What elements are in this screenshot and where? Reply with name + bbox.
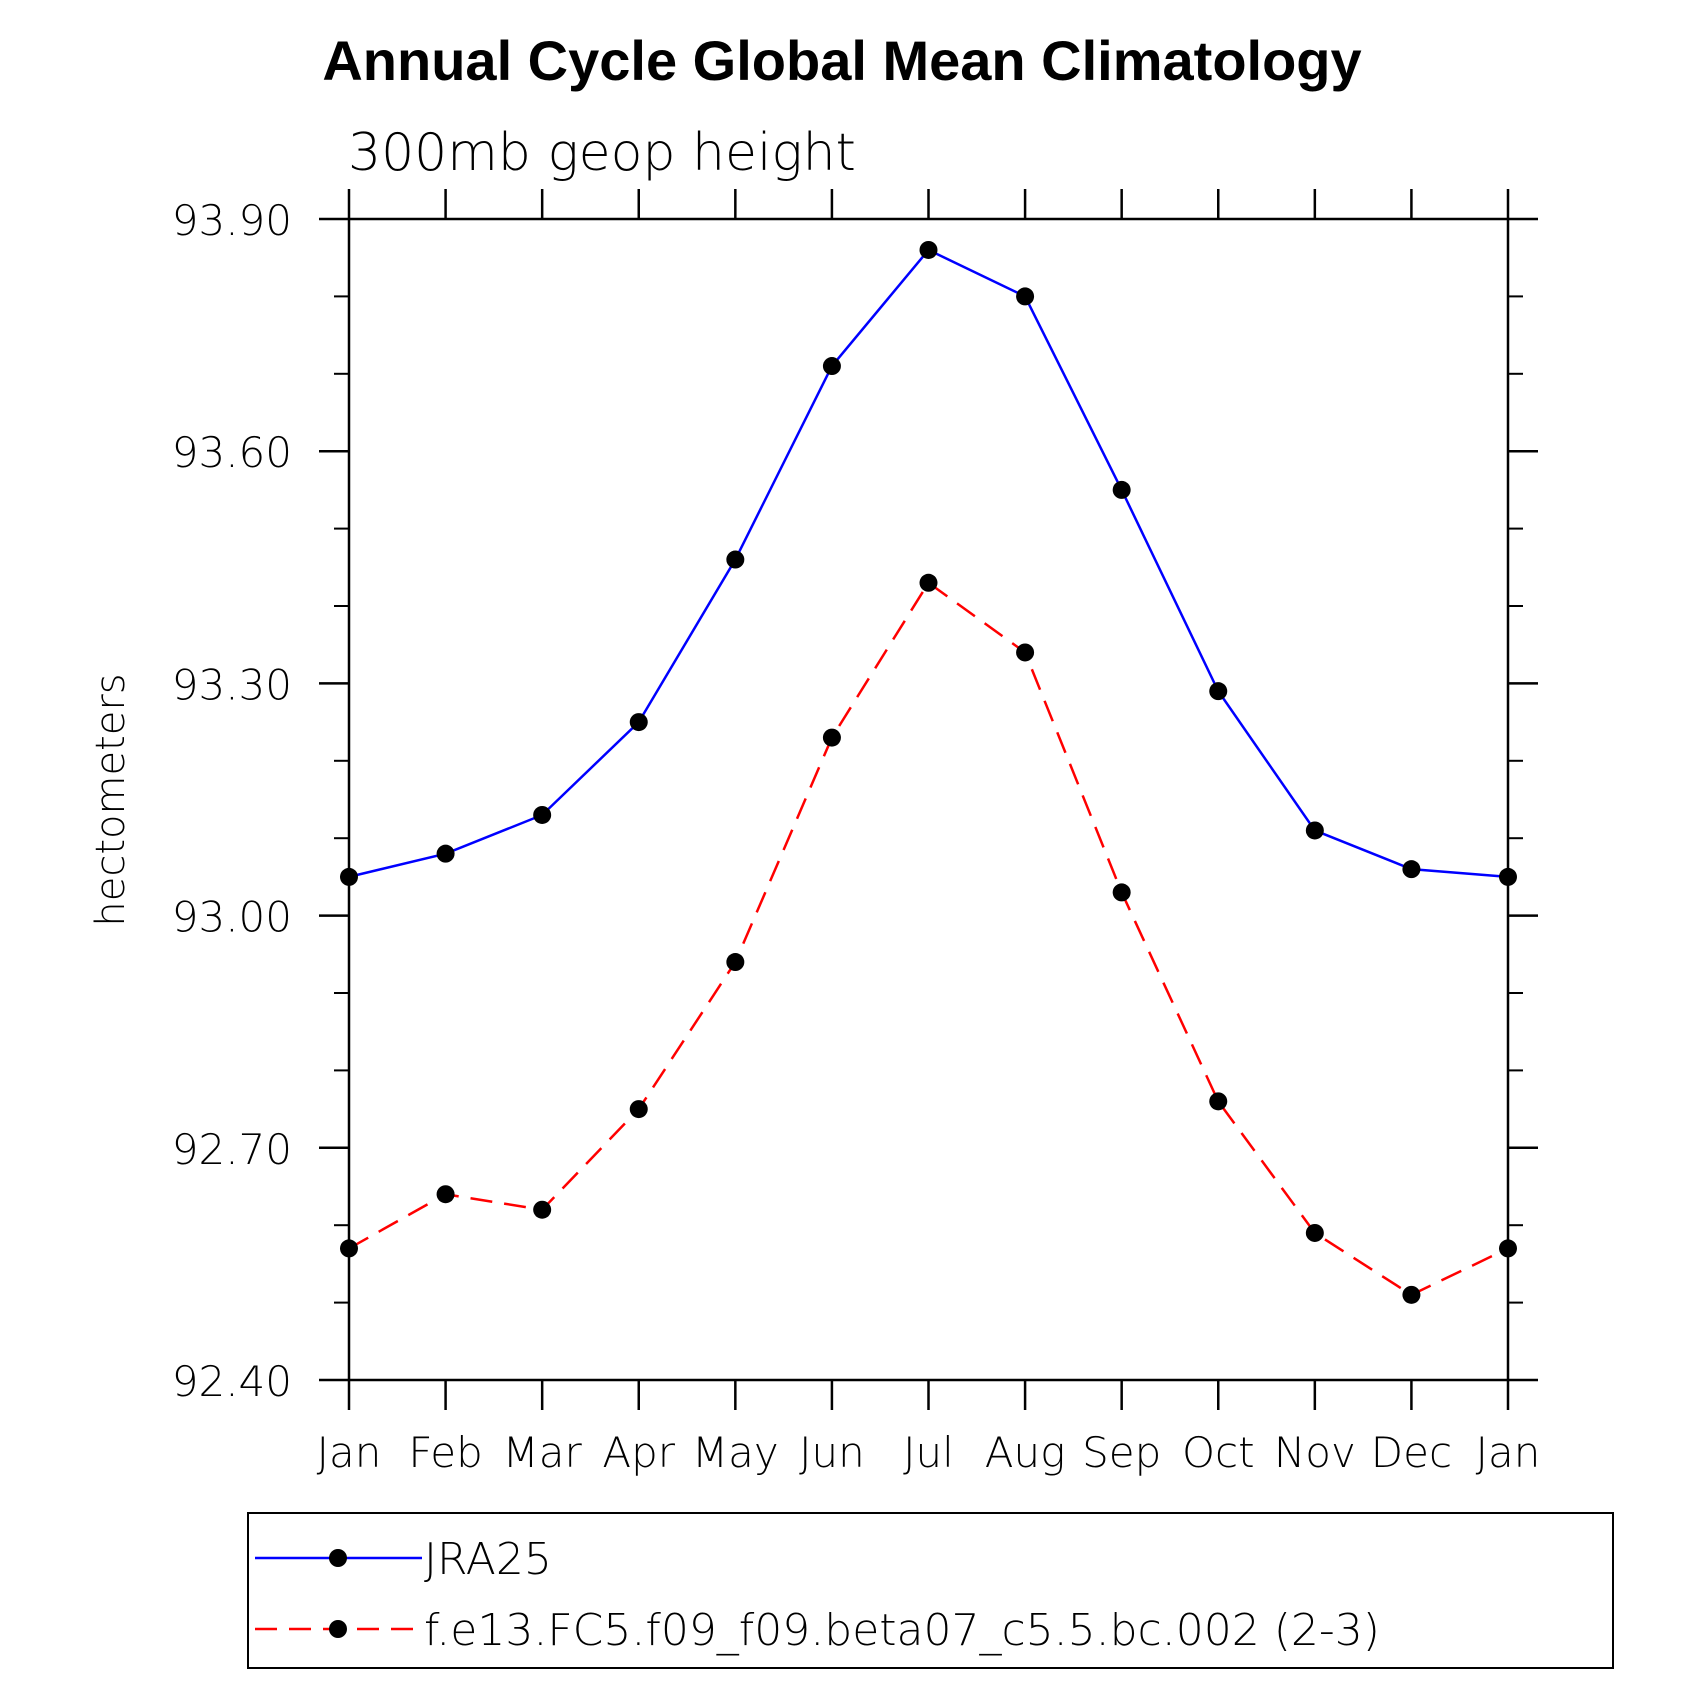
chart-subtitle: 300mb geop height (348, 123, 856, 183)
x-tick-label: Jul (903, 1428, 954, 1477)
legend: JRA25 f.e13.FC5.f09_f09.beta07_c5.5.bc.00… (247, 1512, 1614, 1669)
data-point (629, 1100, 648, 1119)
x-tick-label: Jan (317, 1428, 382, 1477)
x-tick-label: Mar (503, 1428, 583, 1477)
data-point (726, 550, 745, 569)
series-line-1 (348, 580, 1509, 1297)
data-point (533, 805, 552, 824)
data-point (436, 1185, 455, 1204)
data-point (533, 1200, 552, 1219)
axes: Jan Feb Mar Apr May Jun Jul Aug Sep Oct Nov Dec Jan 9… (172, 189, 1541, 1477)
data-point (1112, 480, 1131, 499)
y-tick-label: 93.30 (172, 660, 292, 709)
x-tick-label: Jun (799, 1428, 865, 1477)
x-tick-label: Feb (408, 1428, 482, 1477)
x-tick-label: May (692, 1428, 779, 1477)
data-point (1016, 643, 1035, 662)
data-point (919, 240, 938, 259)
legend-marker-1 (329, 1620, 347, 1638)
data-point (1402, 860, 1421, 879)
y-tick-label: 93.60 (172, 428, 292, 477)
y-axis-label: hectometers (88, 673, 134, 926)
x-tick-label: Dec (1371, 1428, 1452, 1477)
x-tick-label: Oct (1182, 1428, 1255, 1477)
data-point (1499, 1239, 1517, 1258)
data-point (1305, 821, 1324, 840)
data-point (1209, 1092, 1228, 1111)
data-point (1499, 867, 1517, 886)
x-tick-label: Sep (1082, 1428, 1161, 1477)
x-tick-label: Apr (602, 1428, 675, 1477)
data-point (919, 573, 938, 592)
data-point (726, 953, 745, 972)
y-tick-label: 93.90 (172, 196, 292, 245)
legend-label-0: JRA25 (424, 1534, 552, 1585)
legend-marker-0 (329, 1549, 347, 1567)
data-point (629, 713, 648, 732)
y-tick-label: 93.00 (172, 893, 292, 942)
series-line-0 (348, 248, 1509, 879)
x-tick-label: Jan (1476, 1428, 1541, 1477)
data-point (340, 1239, 358, 1258)
data-point (822, 357, 841, 376)
data-point (1305, 1223, 1324, 1242)
x-tick-label: Aug (985, 1428, 1066, 1477)
data-point (436, 844, 455, 863)
x-tick-label: Nov (1274, 1428, 1356, 1477)
data-point (1402, 1285, 1421, 1304)
y-tick-label: 92.70 (172, 1125, 292, 1174)
chart-title: Annual Cycle Global Mean Climatology (322, 29, 1361, 92)
legend-label-1: f.e13.FC5.f09_f09.beta07_c5.5.bc.002 (2-… (424, 1605, 1380, 1656)
data-point (1209, 682, 1228, 701)
data-point (1016, 287, 1035, 306)
y-tick-label: 92.40 (172, 1357, 292, 1406)
data-point (1112, 883, 1131, 902)
data-point (822, 728, 841, 747)
data-point (340, 867, 358, 886)
series-layer (340, 240, 1517, 1304)
legend-box (247, 1512, 1614, 1669)
